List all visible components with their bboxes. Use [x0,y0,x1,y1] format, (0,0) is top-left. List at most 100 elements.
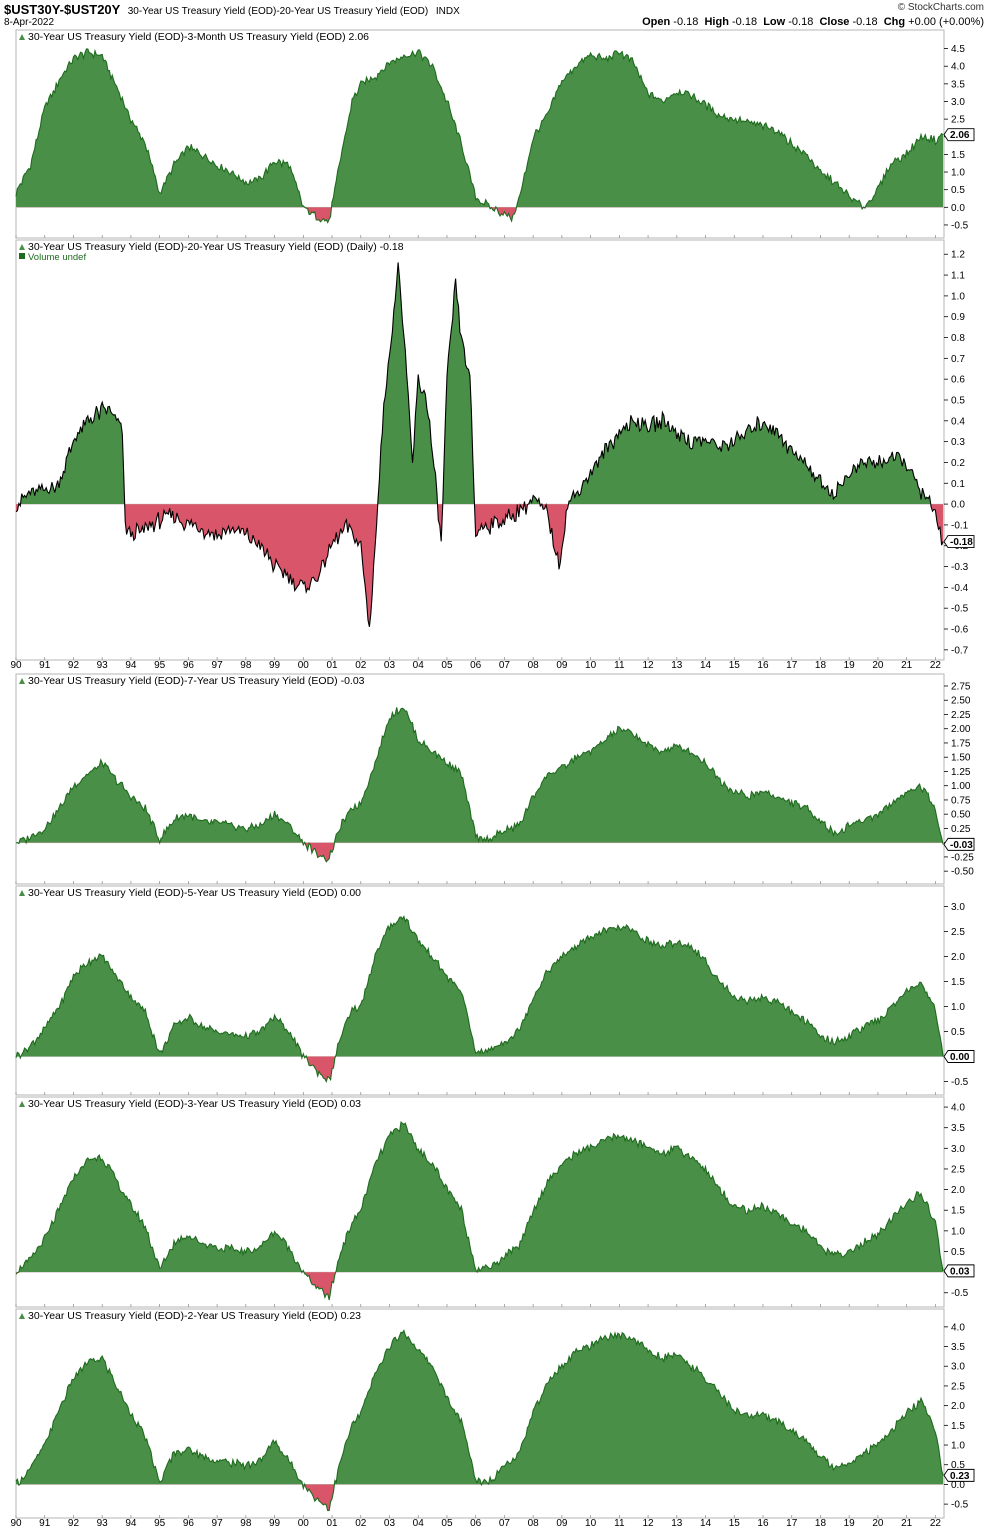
x-tick-label: 90 [10,1518,22,1529]
x-tick-label: 11 [614,660,625,671]
x-tick-label: 21 [901,1518,913,1529]
x-tick-label: 07 [499,1518,511,1529]
y-tick-label: 0.0 [951,500,965,511]
x-tick-label: 98 [240,1518,252,1529]
chart-header: $UST30Y-$UST20Y 30-Year US Treasury Yiel… [0,0,990,30]
symbol: $UST30Y-$UST20Y [4,2,121,17]
x-tick-label: 95 [154,660,166,671]
chg-value: +0.00 (+0.00%) [908,16,984,28]
y-tick-label: -0.5 [951,1288,969,1299]
chg-label: Chg [883,16,906,28]
y-tick-label: -0.5 [951,220,969,231]
x-tick-label: 98 [240,660,252,671]
x-tick-label: 94 [125,660,137,671]
x-tick-label: 92 [68,660,80,671]
area-legend-icon [19,1313,25,1319]
x-tick-label: 91 [39,1518,51,1529]
x-tick-label: 08 [528,660,540,671]
y-tick-label: 2.0 [951,1401,965,1412]
x-tick-label: 93 [97,1518,109,1529]
area-positive [16,1330,944,1485]
area-negative [16,504,944,627]
x-tick-label: 05 [441,660,453,671]
y-tick-label: 0.50 [951,810,971,821]
y-tick-label: -0.25 [951,852,974,863]
x-tick-label: 21 [901,660,913,671]
y-tick-label: 2.50 [951,696,971,707]
panel-frame [15,885,945,1096]
x-tick-label: 20 [872,1518,884,1529]
y-tick-label: 0.4 [951,416,965,427]
volume-legend: Volume undef [28,252,86,263]
y-tick-label: 1.0 [951,1441,965,1452]
y-tick-label: 1.5 [951,977,965,988]
area-positive [18,262,931,505]
x-tick-label: 04 [413,660,425,671]
y-tick-label: -0.1 [951,520,969,531]
y-tick-label: 1.0 [951,291,965,302]
x-tick-label: 06 [470,1518,482,1529]
y-tick-label: -0.5 [951,1500,969,1511]
x-tick-label: 06 [470,660,482,671]
y-tick-label: 0.3 [951,437,965,448]
symbol-description: 30-Year US Treasury Yield (EOD)-20-Year … [127,6,429,17]
y-tick-label: 3.0 [951,97,965,108]
y-tick-label: 2.5 [951,1381,965,1392]
exchange-label: INDX [435,6,460,17]
y-tick-label: 3.0 [951,1362,965,1373]
last-value-badge [943,1050,975,1063]
y-tick-label: 1.0 [951,1002,965,1013]
last-value-badge [943,837,975,851]
panel-frame [15,673,945,885]
x-tick-label: 09 [556,1518,568,1529]
x-tick-label: 14 [700,1518,712,1529]
x-tick-label: 03 [384,660,396,671]
y-tick-label: 0.6 [951,375,965,386]
x-tick-label: 04 [413,1518,425,1529]
panel-title: 30-Year US Treasury Yield (EOD)-3-Year U… [28,1098,361,1110]
x-tick-label: 05 [441,1518,453,1529]
x-tick-label: 16 [757,660,769,671]
area-positive [16,48,944,208]
x-tick-label: 10 [585,660,597,671]
panel-title: 30-Year US Treasury Yield (EOD)-2-Year U… [28,1310,361,1322]
x-tick-label: 00 [298,660,310,671]
open-value: -0.18 [673,16,699,28]
y-tick-label: -0.4 [951,583,969,594]
x-tick-label: 15 [729,1518,741,1529]
y-tick-label: 1.5 [951,150,965,161]
y-tick-label: 3.5 [951,1342,965,1353]
y-tick-label: 1.2 [951,250,965,261]
y-tick-label: 0.1 [951,479,965,490]
area-legend-icon [19,244,25,250]
x-tick-label: 02 [355,1518,367,1529]
chart-panel-1: -0.50.00.51.01.52.02.53.03.54.04.52.0630… [15,29,975,239]
y-tick-label: 2.5 [951,115,965,126]
y-tick-label: 0.0 [951,203,965,214]
y-tick-label: 0.8 [951,333,965,344]
x-tick-label: 94 [125,1518,137,1529]
last-value-label: 2.06 [950,130,970,141]
area-legend-icon [19,1101,25,1107]
panel-title: 30-Year US Treasury Yield (EOD)-20-Year … [28,241,404,253]
symbol-title: $UST30Y-$UST20Y 30-Year US Treasury Yiel… [4,2,460,17]
x-tick-label: 91 [39,660,51,671]
y-tick-label: 0.5 [951,1027,965,1038]
x-tick-label: 18 [815,1518,827,1529]
high-value: -0.18 [732,16,758,28]
x-tick-label: 95 [154,1518,166,1529]
x-tick-label: 07 [499,660,511,671]
y-tick-label: 3.5 [951,79,965,90]
volume-legend-icon [19,253,25,259]
y-tick-label: 2.5 [951,927,965,938]
y-tick-label: 4.0 [951,62,965,73]
ohlc-readout: Open -0.18 High -0.18 Low -0.18 Close -0… [642,16,984,28]
x-tick-label: 90 [10,660,22,671]
x-tick-label: 14 [700,660,712,671]
last-value-label: 0.03 [950,1266,970,1277]
high-label: High [704,16,729,28]
y-tick-label: 4.0 [951,1322,965,1333]
y-tick-label: 0.7 [951,354,965,365]
